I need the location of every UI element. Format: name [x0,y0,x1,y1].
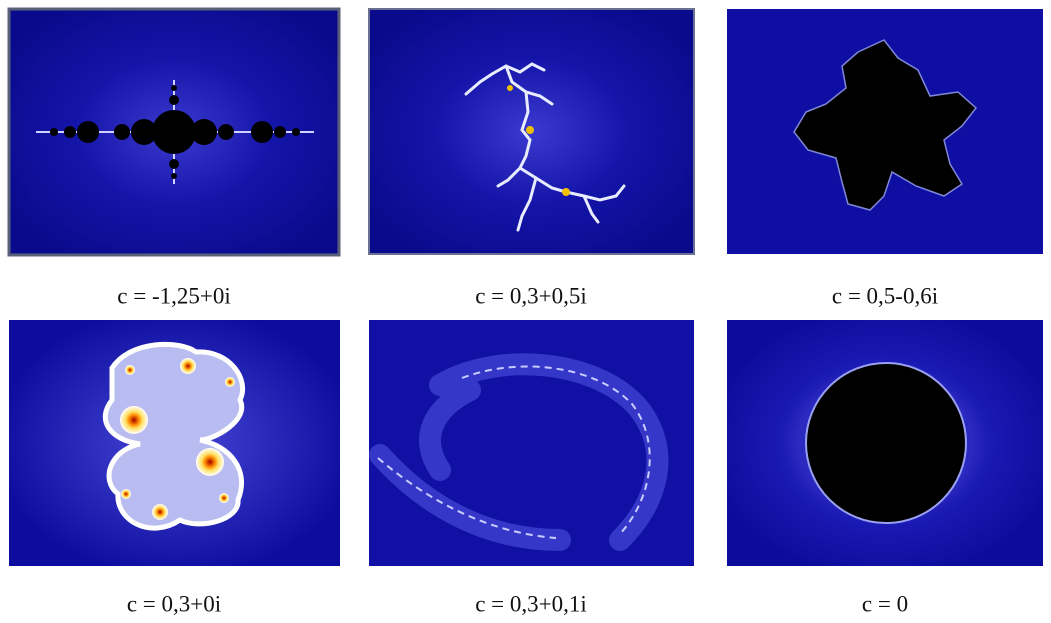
julia-image [727,9,1043,254]
figure: c = -1,25+0i c = 0,3+0,5i c = 0,5-0,6i c… [0,0,1051,623]
caption: c = 0,3+0,5i [475,283,587,308]
caption: c = 0,3+0i [127,591,221,616]
julia-image [727,320,1043,566]
julia-image [9,9,339,255]
julia-image [9,320,340,566]
caption: c = 0 [862,591,908,616]
julia-image [369,320,694,566]
caption: c = -1,25+0i [117,283,230,308]
caption: c = 0,5-0,6i [832,283,938,308]
page: c = -1,25+0i c = 0,3+0,5i c = 0,5-0,6i c… [0,0,1051,623]
caption: c = 0,3+0,1i [475,591,587,616]
julia-image [369,9,694,254]
